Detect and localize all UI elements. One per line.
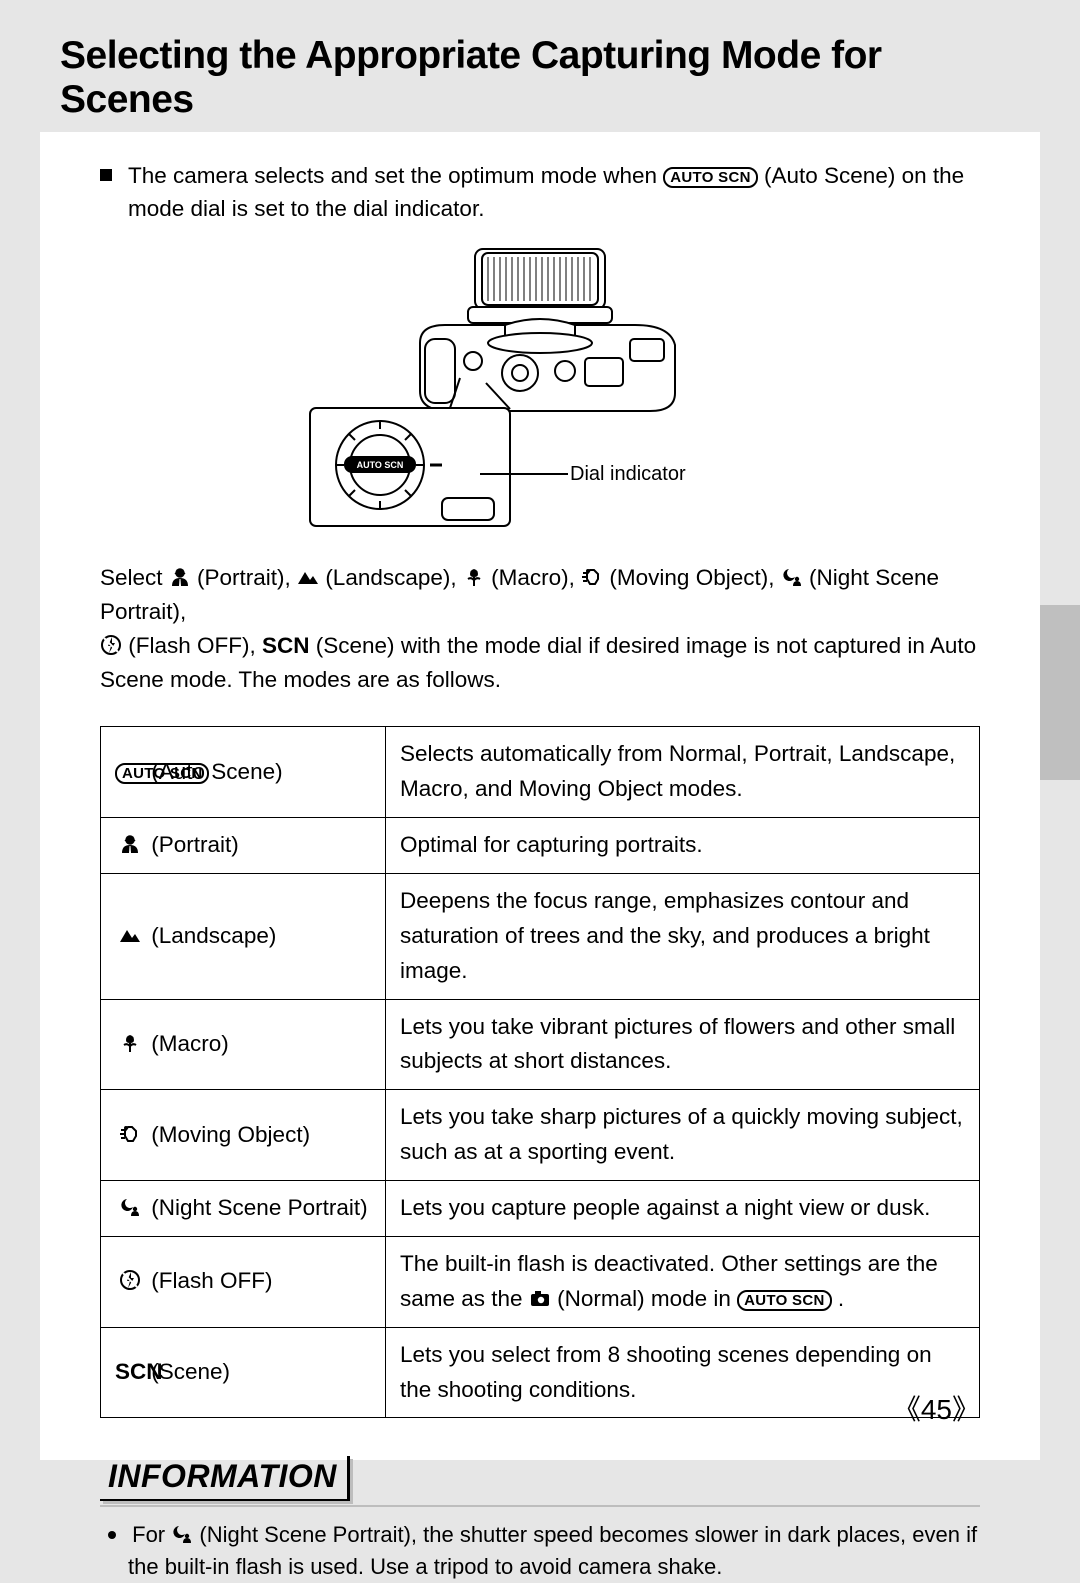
mode-desc-cell: Deepens the focus range, emphasizes cont…	[386, 873, 980, 999]
mode-label: (Portrait)	[151, 832, 239, 857]
page-number-value: 45	[921, 1394, 952, 1425]
mode-label: (Landscape)	[151, 923, 276, 948]
table-row: (Landscape) Deepens the focus range, emph…	[101, 873, 980, 999]
desc-text: Lets you take sharp pictures of a quickl…	[400, 1104, 963, 1164]
table-row: SCN (Scene)Lets you select from 8 shooti…	[101, 1327, 980, 1418]
night-portrait-icon	[781, 566, 803, 588]
mode-name-cell: (Macro)	[101, 999, 386, 1090]
desc-text: Selects automatically from Normal, Portr…	[400, 741, 955, 801]
mode-desc-cell: Optimal for capturing portraits.	[386, 818, 980, 874]
mode-desc-cell: Lets you select from 8 shooting scenes d…	[386, 1327, 980, 1418]
table-row: (Moving Object) Lets you take sharp pictu…	[101, 1090, 980, 1181]
mode-desc-cell: Lets you take vibrant pictures of flower…	[386, 999, 980, 1090]
macro-icon	[119, 1032, 141, 1054]
mode-name-cell: SCN (Scene)	[101, 1327, 386, 1418]
select-lead: Select	[100, 565, 169, 590]
mode-name-cell: (Flash OFF)	[101, 1236, 386, 1327]
mode-desc-cell: Selects automatically from Normal, Portr…	[386, 727, 980, 818]
mode-label: (Night Scene Portrait)	[151, 1195, 367, 1220]
label-portrait: (Portrait),	[191, 565, 297, 590]
landscape-icon	[297, 566, 319, 588]
intro-text-before: The camera selects and set the optimum m…	[128, 163, 663, 188]
table-row: (Portrait) Optimal for capturing portrait…	[101, 818, 980, 874]
desc-text: Lets you take vibrant pictures of flower…	[400, 1014, 955, 1074]
info-rule	[100, 1505, 980, 1507]
manual-page: Selecting the Appropriate Capturing Mode…	[40, 30, 1040, 1460]
dial-indicator-label: Dial indicator	[570, 463, 686, 486]
moving-object-icon	[581, 566, 603, 588]
desc-text: (Normal) mode in	[551, 1286, 737, 1311]
night-portrait-icon	[171, 1523, 193, 1545]
mode-desc-cell: The built-in flash is deactivated. Other…	[386, 1236, 980, 1327]
round-bullet-icon	[108, 1531, 116, 1539]
label-flashoff: (Flash OFF),	[122, 633, 262, 658]
mode-name-cell: (Night Scene Portrait)	[101, 1181, 386, 1237]
table-row: (Macro) Lets you take vibrant pictures of…	[101, 999, 980, 1090]
info-body-post: (Night Scene Portrait), the shutter spee…	[128, 1522, 977, 1579]
desc-text: .	[832, 1286, 845, 1311]
moving-object-icon	[119, 1123, 141, 1145]
mode-label: (Macro)	[151, 1031, 229, 1056]
mode-name-cell: (Landscape)	[101, 873, 386, 999]
page-title: Selecting the Appropriate Capturing Mode…	[40, 30, 1040, 132]
mode-name-cell: (Portrait)	[101, 818, 386, 874]
side-thumb-tab	[1040, 605, 1080, 780]
mode-desc-cell: Lets you capture people against a night …	[386, 1181, 980, 1237]
information-section: INFORMATION For (Night Scene Portrait), …	[40, 1418, 1040, 1583]
camera-normal-icon	[529, 1287, 551, 1309]
mode-label: (Scene)	[151, 1359, 230, 1384]
label-macro: (Macro),	[485, 565, 581, 590]
desc-text: Lets you select from 8 shooting scenes d…	[400, 1342, 932, 1402]
page-number: 《45》	[893, 1388, 980, 1428]
leader-line	[480, 473, 568, 475]
camera-top-illustration: AUTO SCN	[270, 243, 810, 533]
mode-name-cell: AUTO SCN (Auto Scene)	[101, 727, 386, 818]
label-scn: (Scene)	[310, 633, 401, 658]
auto-scn-pill-icon: AUTO SCN	[737, 1290, 831, 1311]
mode-label: (Auto Scene)	[151, 759, 282, 784]
mode-label: (Flash OFF)	[151, 1268, 272, 1293]
label-landscape: (Landscape),	[319, 565, 463, 590]
portrait-icon	[119, 833, 141, 855]
mode-select-paragraph: Select (Portrait), (Landscape), (Macro),…	[40, 533, 1040, 696]
info-body-pre: For	[132, 1522, 171, 1547]
table-row: (Night Scene Portrait) Lets you capture p…	[101, 1181, 980, 1237]
mode-desc-cell: Lets you take sharp pictures of a quickl…	[386, 1090, 980, 1181]
desc-text: Lets you capture people against a night …	[400, 1195, 930, 1220]
desc-text: Deepens the focus range, emphasizes cont…	[400, 888, 930, 983]
mode-name-cell: (Moving Object)	[101, 1090, 386, 1181]
mode-label: (Moving Object)	[151, 1122, 310, 1147]
svg-text:AUTO SCN: AUTO SCN	[357, 460, 404, 470]
label-moving: (Moving Object),	[603, 565, 781, 590]
desc-text: Optimal for capturing portraits.	[400, 832, 703, 857]
mode-description-table: AUTO SCN (Auto Scene)Selects automatical…	[100, 726, 980, 1418]
landscape-icon	[119, 924, 141, 946]
night-portrait-icon	[119, 1196, 141, 1218]
auto-scn-pill-icon: AUTO SCN	[663, 167, 757, 188]
flash-off-icon	[100, 634, 122, 656]
portrait-icon	[169, 566, 191, 588]
macro-icon	[463, 566, 485, 588]
table-row: AUTO SCN (Auto Scene)Selects automatical…	[101, 727, 980, 818]
intro-paragraph: The camera selects and set the optimum m…	[40, 160, 1040, 225]
square-bullet-icon	[100, 169, 112, 181]
table-row: (Flash OFF) The built-in flash is deactiv…	[101, 1236, 980, 1327]
information-heading: INFORMATION	[100, 1456, 350, 1501]
flash-off-icon	[119, 1269, 141, 1291]
scn-text-icon: SCN	[262, 633, 310, 658]
